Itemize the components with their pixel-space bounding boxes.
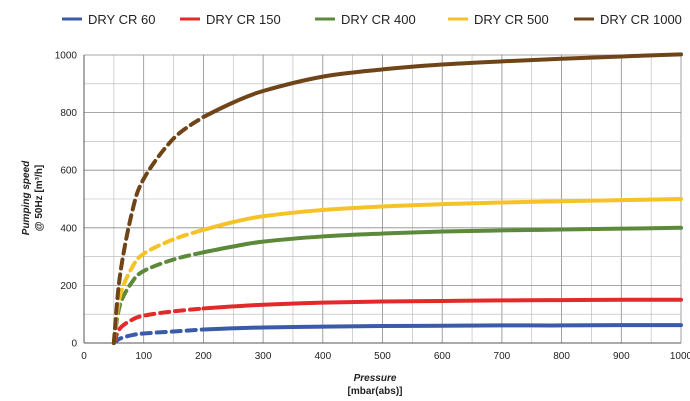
series-line-dashed	[111, 227, 206, 345]
legend-item: DRY CR 500	[448, 12, 549, 27]
series-line-solid	[201, 297, 683, 311]
legend-item: DRY CR 1000	[574, 12, 682, 27]
x-tick-label: 1000	[670, 351, 690, 362]
series-line-solid	[201, 52, 683, 119]
y-axis-unit: @ 50Hz [m³/h]	[34, 165, 45, 231]
series-line-solid	[201, 323, 683, 332]
x-axis-title: Pressure [mbar(abs)]	[347, 373, 402, 397]
series-dry-cr-60	[111, 323, 683, 345]
y-axis-ticks: 0 200 400 600 800 1000	[55, 51, 78, 350]
x-tick-label: 800	[553, 351, 570, 362]
x-tick-label: 500	[374, 351, 391, 362]
series-line-solid	[201, 197, 683, 232]
x-tick-label: 0	[81, 351, 87, 362]
legend-label: DRY CR 400	[341, 12, 416, 27]
series-line-dashed	[111, 306, 206, 345]
x-axis-ticks: 0 100 200 300 400 500 600 700 800 900 1000	[81, 351, 690, 362]
x-axis-unit: [mbar(abs)]	[347, 386, 402, 397]
y-tick-label: 600	[60, 166, 77, 177]
legend-label: DRY CR 500	[474, 12, 549, 27]
legend-label: DRY CR 150	[206, 12, 281, 27]
series-line-dashed	[111, 327, 206, 345]
y-tick-label: 1000	[55, 51, 78, 62]
legend-label: DRY CR 60	[88, 12, 155, 27]
series-line-solid	[201, 225, 683, 255]
series-dry-cr-150	[111, 297, 683, 345]
legend-item: DRY CR 60	[62, 12, 155, 27]
y-tick-label: 400	[60, 223, 77, 234]
y-axis-label: Pumping speed	[21, 160, 32, 235]
x-tick-label: 300	[255, 351, 272, 362]
x-tick-label: 200	[195, 351, 212, 362]
grid	[83, 54, 682, 344]
legend-label: DRY CR 1000	[600, 12, 682, 27]
legend-item: DRY CR 400	[315, 12, 416, 27]
y-tick-label: 0	[71, 339, 77, 350]
x-tick-label: 400	[314, 351, 331, 362]
y-axis-title: Pumping speed @ 50Hz [m³/h]	[21, 160, 45, 235]
series-dry-cr-500	[111, 197, 683, 345]
series-dry-cr-1000	[111, 52, 683, 345]
legend: DRY CR 60 DRY CR 150 DRY CR 400 DRY CR 500 D…	[62, 12, 682, 27]
y-tick-label: 200	[60, 281, 77, 292]
x-axis-label: Pressure	[354, 373, 397, 384]
x-tick-label: 600	[434, 351, 451, 362]
legend-item: DRY CR 150	[180, 12, 281, 27]
series-lines	[111, 52, 683, 345]
series-line-dashed	[111, 114, 206, 345]
y-tick-label: 800	[60, 108, 77, 119]
x-tick-label: 900	[613, 351, 630, 362]
x-tick-label: 100	[135, 351, 152, 362]
x-tick-label: 700	[494, 351, 511, 362]
